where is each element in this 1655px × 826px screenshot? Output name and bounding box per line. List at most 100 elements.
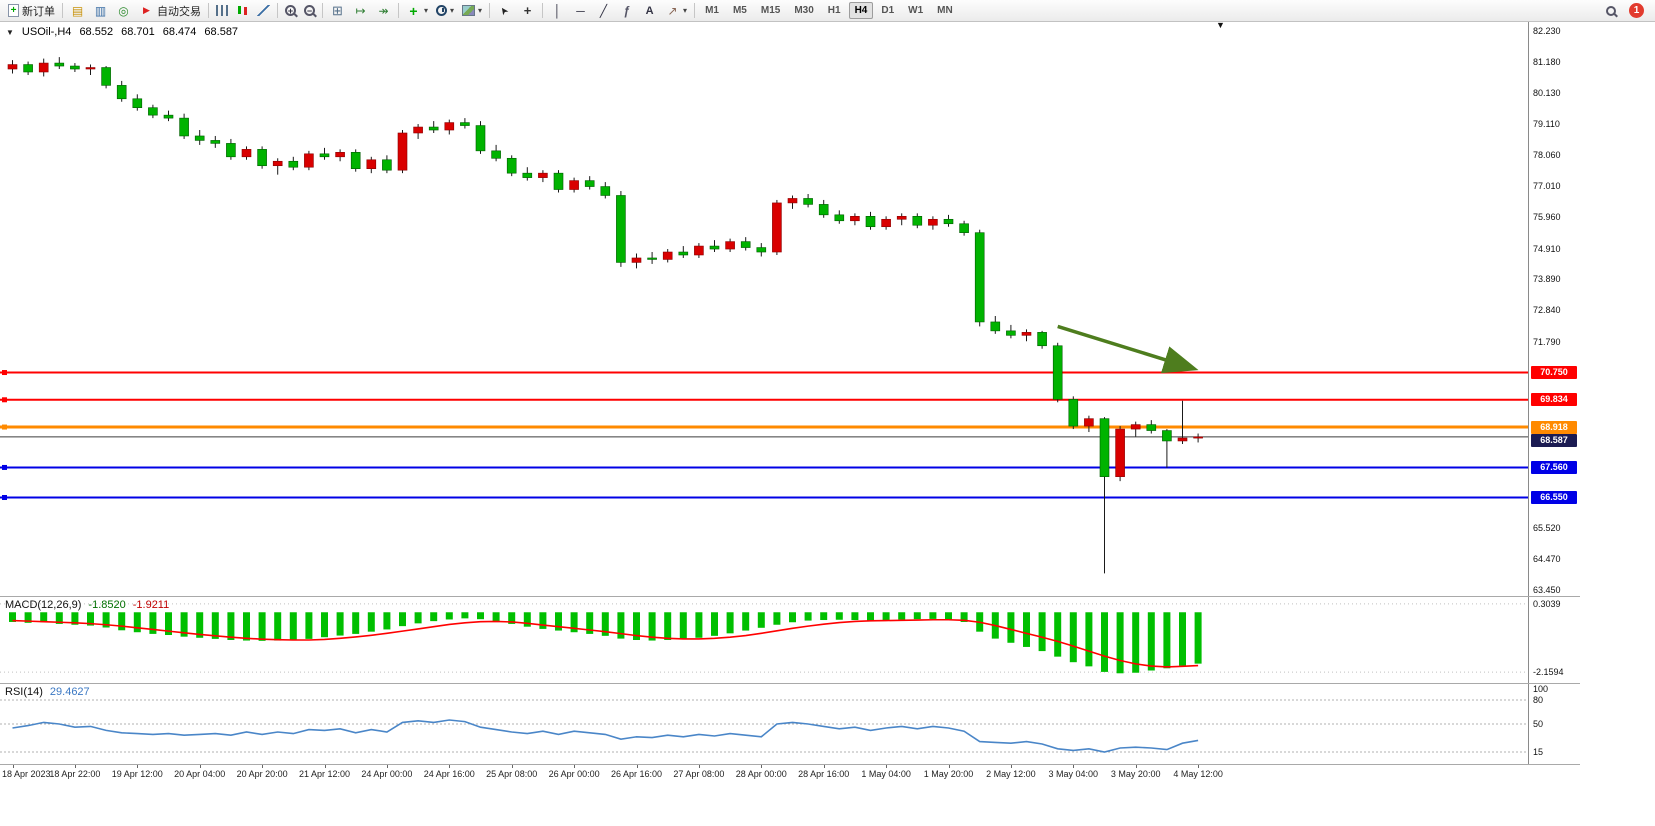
toolbar-right: 1: [1602, 0, 1651, 21]
market-watch-button[interactable]: ▤: [66, 0, 89, 21]
data-window-icon: ▥: [94, 3, 107, 18]
candle: [740, 241, 751, 248]
hline-icon: ─: [576, 3, 585, 18]
timeframe-H1[interactable]: H1: [827, 5, 841, 16]
text-button[interactable]: A: [638, 0, 661, 21]
new-order-button[interactable]: + 新订单: [4, 0, 59, 21]
hline-handle[interactable]: [2, 424, 7, 430]
time-label: 20 Apr 20:00: [236, 769, 288, 779]
templates-button[interactable]: ▾: [458, 0, 486, 21]
chart-shift-marker[interactable]: ▼: [1216, 22, 1225, 30]
candle: [1052, 345, 1063, 400]
price-tick-label: 78.060: [1533, 150, 1561, 160]
time-label: 26 Apr 16:00: [610, 769, 663, 779]
fibonacci-button[interactable]: ƒ: [615, 0, 638, 21]
hline-handle[interactable]: [2, 370, 7, 376]
crosshair-icon: +: [523, 3, 532, 18]
macd-tick-label: -2.1594: [1533, 667, 1564, 678]
timeframe-M30[interactable]: M30: [794, 5, 814, 16]
price-tick-label: 81.180: [1533, 57, 1561, 68]
macd-tick-label: 0.3039: [1533, 598, 1561, 609]
periods-button[interactable]: ▾: [432, 0, 458, 21]
macd-histogram-bar: [399, 612, 406, 627]
candle: [631, 257, 642, 263]
macd-canvas[interactable]: [0, 597, 1528, 683]
candle: [1146, 424, 1157, 431]
new-order-button-label: 新订单: [22, 5, 55, 18]
macd-signal-line: [12, 618, 1199, 668]
crosshair-button[interactable]: +: [516, 0, 539, 21]
candle: [756, 247, 767, 253]
candle: [7, 64, 18, 70]
macd-histogram-bar: [835, 612, 843, 620]
time-label: 28 Apr 00:00: [735, 769, 787, 779]
candle: [678, 251, 689, 256]
toolbar-separator: [62, 3, 63, 18]
data-window-button[interactable]: ▥: [89, 0, 112, 21]
auto-scroll-button[interactable]: ↦: [349, 0, 372, 21]
candle: [553, 172, 564, 190]
rsi-axis[interactable]: 100 80 50 15: [1528, 684, 1580, 764]
macd-label: MACD(12,26,9) -1.8520 -1.9211: [5, 599, 169, 611]
macd-histogram-bar: [243, 612, 250, 641]
bar-chart-button[interactable]: [212, 0, 232, 21]
macd-histogram-bar: [258, 612, 266, 641]
macd-histogram-bar: [133, 612, 141, 633]
candle: [350, 152, 361, 169]
macd-histogram-bar: [679, 612, 687, 639]
timeframe-M5[interactable]: M5: [732, 5, 747, 16]
candle: [85, 67, 96, 70]
panel-separator[interactable]: [0, 683, 1580, 684]
tile-windows-button[interactable]: ⊞: [326, 0, 349, 21]
timeframe-D1[interactable]: D1: [881, 5, 895, 16]
panel-separator[interactable]: [0, 596, 1580, 597]
clock-icon: [436, 5, 448, 16]
autotrading-button[interactable]: ▶ 自动交易: [135, 0, 205, 21]
candle: [600, 186, 611, 196]
cursor-button[interactable]: ➤: [493, 0, 516, 21]
rsi-canvas[interactable]: [0, 684, 1528, 764]
shapes-button[interactable]: ↗ ▾: [661, 0, 691, 21]
timeframe-M1[interactable]: M1: [705, 5, 719, 16]
timeframe-M15[interactable]: M15: [760, 5, 781, 16]
time-axis[interactable]: 18 Apr 2023 18 Apr 22:00 19 Apr 12:00 20 Ap…: [0, 765, 1580, 783]
chart-shift-button[interactable]: ↠: [372, 0, 395, 21]
notification-badge[interactable]: 1: [1629, 3, 1644, 18]
timeframe-MN[interactable]: MN: [937, 5, 953, 16]
zoom-out-button[interactable]: −: [300, 0, 319, 21]
hline-handle[interactable]: [2, 495, 7, 501]
candle: [865, 216, 876, 228]
template-icon: [462, 5, 476, 16]
low-value: 68.474: [162, 26, 197, 38]
panel-separator[interactable]: [0, 764, 1580, 765]
line-chart-button[interactable]: [253, 0, 274, 21]
time-label: 25 Apr 08:00: [486, 769, 538, 779]
candle: [974, 232, 985, 323]
macd-axis[interactable]: 0.3039 -2.1594: [1528, 597, 1580, 683]
candle: [647, 257, 657, 260]
trendline-button[interactable]: ╱: [592, 0, 615, 21]
hline-handle[interactable]: [2, 464, 7, 470]
toolbar-separator: [489, 3, 491, 18]
candle: [210, 140, 221, 144]
trend-arrow-annotation[interactable]: [1057, 324, 1199, 374]
candle: [959, 223, 969, 233]
vertical-line-button[interactable]: │: [546, 0, 569, 21]
zoom-in-button[interactable]: +: [281, 0, 300, 21]
timeframe-W1[interactable]: W1: [908, 5, 924, 16]
indicators-button[interactable]: + ▾: [402, 0, 432, 21]
timeframe-H4[interactable]: H4: [848, 2, 874, 19]
candle: [38, 62, 49, 73]
horizontal-line-button[interactable]: ─: [569, 0, 592, 21]
price-chart-canvas[interactable]: [0, 22, 1528, 596]
search-button[interactable]: [1602, 0, 1620, 21]
price-axis[interactable]: 82.230 81.180 80.130 79.110 78.060 77.010 75.9…: [1528, 22, 1580, 596]
hline-handle[interactable]: [2, 397, 7, 403]
candle-chart-button[interactable]: [232, 0, 253, 21]
navigator-button[interactable]: ◎: [112, 0, 135, 21]
time-label: 24 Apr 16:00: [423, 769, 475, 779]
macd-histogram-bar: [882, 612, 890, 621]
macd-histogram-bar: [664, 612, 672, 640]
close-value: 68.587: [204, 26, 239, 38]
one-click-trading-toggle[interactable]: ▼: [6, 27, 14, 37]
